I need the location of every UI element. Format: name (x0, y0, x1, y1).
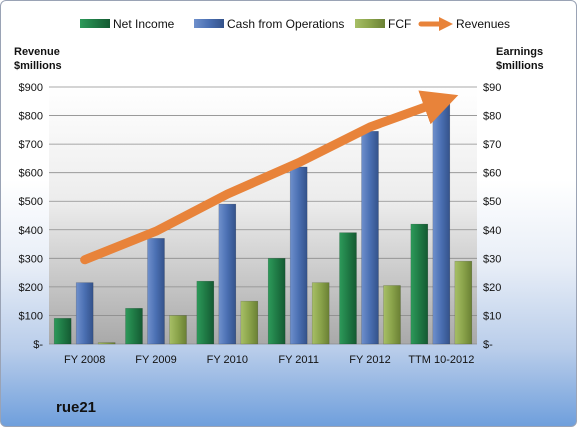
legend-label-cash-from-operations: Cash from Operations (227, 17, 344, 31)
bar-cash-from-operations[interactable] (289, 166, 308, 345)
x-tick-label: FY 2011 (278, 354, 319, 366)
left-tick-label: $400 (19, 225, 43, 237)
right-axis-title-line1: Earnings (496, 46, 543, 58)
left-axis-title-line1: Revenue (14, 46, 60, 58)
legend-label-revenues: Revenues (456, 17, 510, 31)
left-axis-ticks: $- $100 $200 $300 $400 $500 $600 $700 $800 $900 (19, 82, 44, 351)
right-tick-label: $30 (483, 253, 501, 265)
bar-cash-from-operations[interactable] (432, 101, 451, 345)
bar-fcf[interactable] (454, 260, 473, 345)
legend-item-net-income[interactable]: Net Income (80, 17, 175, 31)
bar-fcf[interactable] (240, 300, 259, 345)
company-name: rue21 (56, 399, 97, 416)
legend-item-revenues[interactable]: Revenues (418, 17, 510, 31)
legend-item-fcf[interactable]: FCF (355, 17, 411, 31)
left-tick-label: $500 (19, 196, 43, 208)
right-axis-ticks: $- $10 $20 $30 $40 $50 $60 $70 $80 $90 (483, 82, 501, 351)
left-axis-title-line2: $millions (14, 60, 62, 72)
x-axis-ticks: FY 2008 FY 2009 FY 2010 FY 2011 FY 2012 TTM 1… (64, 354, 474, 366)
left-tick-label: $800 (19, 111, 43, 123)
bar-net-income[interactable] (125, 308, 143, 345)
left-tick-label: $100 (19, 310, 43, 322)
revenue-line (80, 90, 459, 265)
bars (53, 101, 473, 345)
x-tick-label: TTM 10-2012 (408, 354, 474, 366)
bar-net-income[interactable] (410, 223, 429, 345)
legend: Net Income Cash from Operations FCF Reve… (80, 17, 510, 31)
legend-item-cash-from-operations[interactable]: Cash from Operations (194, 17, 344, 31)
right-tick-label: $20 (483, 282, 501, 294)
bar-net-income[interactable] (53, 318, 72, 345)
right-tick-label: $70 (483, 139, 501, 151)
right-tick-label: $80 (483, 111, 501, 123)
left-tick-label: $900 (19, 82, 43, 94)
bar-fcf[interactable] (97, 342, 116, 345)
left-tick-label: $300 (19, 253, 43, 265)
x-tick-label: FY 2009 (135, 354, 176, 366)
right-tick-label: $40 (483, 225, 501, 237)
bar-cash-from-operations[interactable] (75, 282, 94, 345)
legend-label-fcf: FCF (388, 17, 411, 31)
bar-cash-from-operations[interactable] (361, 131, 379, 345)
bar-net-income[interactable] (196, 280, 215, 345)
right-tick-label: $60 (483, 168, 501, 180)
right-tick-label: $90 (483, 82, 501, 94)
x-tick-label: FY 2012 (349, 354, 390, 366)
bar-fcf[interactable] (169, 315, 187, 345)
bar-cash-from-operations[interactable] (218, 203, 237, 345)
right-tick-label: $- (483, 339, 493, 351)
left-tick-label: $700 (19, 139, 43, 151)
bar-fcf[interactable] (383, 285, 401, 345)
left-tick-label: $200 (19, 282, 43, 294)
revenues-line[interactable] (80, 90, 459, 265)
right-tick-label: $50 (483, 196, 501, 208)
bar-fcf[interactable] (311, 282, 330, 345)
right-tick-label: $10 (483, 310, 501, 322)
left-tick-label: $- (33, 339, 43, 351)
x-tick-label: FY 2010 (207, 354, 248, 366)
plot-area (49, 87, 477, 344)
left-tick-label: $600 (19, 168, 43, 180)
legend-label-net-income: Net Income (113, 17, 175, 31)
x-tick-label: FY 2008 (64, 354, 105, 366)
bar-net-income[interactable] (339, 232, 357, 345)
bar-cash-from-operations[interactable] (147, 238, 165, 345)
bar-net-income[interactable] (267, 258, 286, 345)
right-axis-title-line2: $millions (496, 60, 544, 72)
